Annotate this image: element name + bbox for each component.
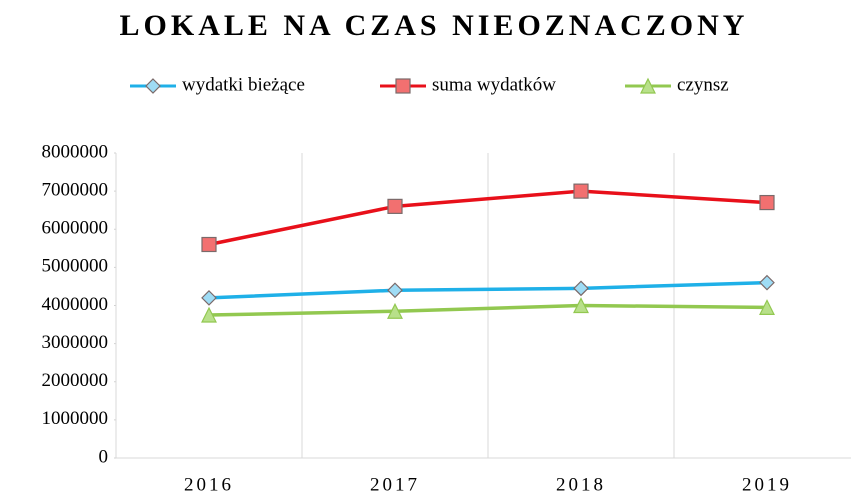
y-tick-label: 5000000 xyxy=(42,256,109,277)
y-tick-label: 2000000 xyxy=(42,370,109,391)
marker xyxy=(201,290,217,306)
series-line xyxy=(208,280,768,300)
series-line xyxy=(208,189,768,247)
marker xyxy=(573,183,589,199)
y-tick-label: 1000000 xyxy=(42,408,109,429)
y-tick-label: 4000000 xyxy=(42,294,109,315)
x-tick-label: 2016 xyxy=(184,474,234,495)
legend-label: suma wydatków xyxy=(432,74,556,95)
chart-title: LOKALE NA CZAS NIEOZNACZONY xyxy=(120,9,749,42)
y-tick-label: 0 xyxy=(99,446,109,467)
marker xyxy=(201,236,217,253)
legend-label: wydatki bieżące xyxy=(182,74,305,95)
marker xyxy=(145,78,161,94)
marker xyxy=(759,274,775,291)
marker xyxy=(387,302,403,319)
marker xyxy=(759,299,775,316)
marker xyxy=(387,198,403,214)
marker xyxy=(640,77,656,94)
marker xyxy=(387,282,403,299)
marker xyxy=(395,78,411,94)
y-tick-label: 6000000 xyxy=(42,218,109,239)
x-tick-label: 2017 xyxy=(370,474,420,495)
y-tick-label: 8000000 xyxy=(42,141,109,162)
series-line xyxy=(208,303,768,317)
y-tick-label: 7000000 xyxy=(42,179,109,200)
marker xyxy=(573,297,589,314)
x-tick-label: 2018 xyxy=(556,474,606,495)
y-tick-label: 3000000 xyxy=(42,332,109,353)
marker xyxy=(573,280,589,297)
marker xyxy=(201,306,217,323)
x-tick-label: 2019 xyxy=(742,474,792,495)
legend-label: czynsz xyxy=(677,74,729,95)
marker xyxy=(759,194,775,211)
